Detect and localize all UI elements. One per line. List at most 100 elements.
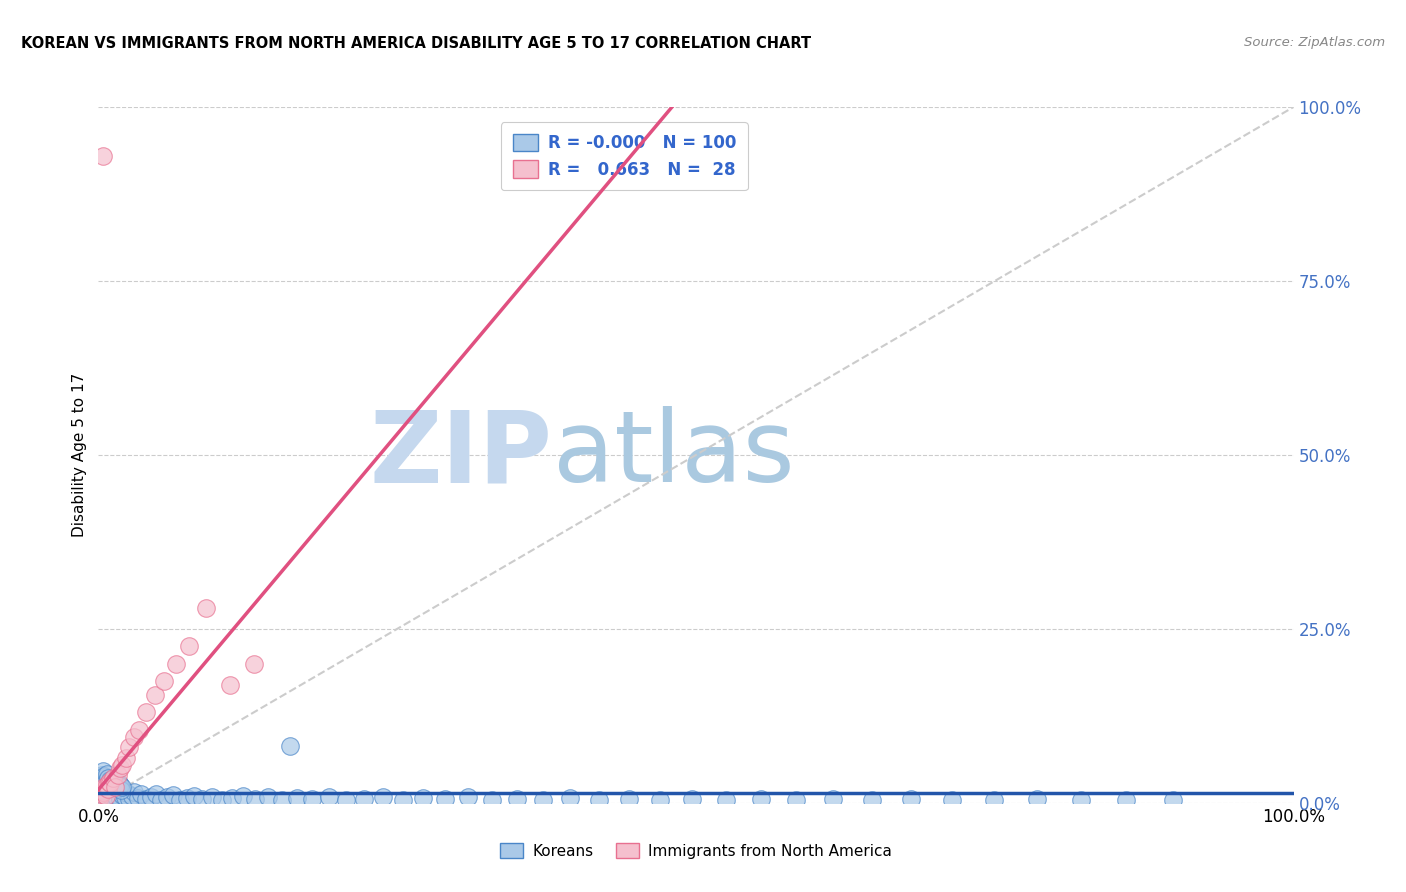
Point bbox=[94, 789, 117, 803]
Point bbox=[104, 775, 127, 789]
Point bbox=[201, 790, 224, 805]
Point bbox=[1070, 793, 1092, 807]
Point bbox=[648, 793, 672, 807]
Text: atlas: atlas bbox=[553, 407, 794, 503]
Point bbox=[179, 639, 201, 653]
Point bbox=[100, 791, 122, 805]
Point bbox=[97, 781, 120, 796]
Point bbox=[93, 780, 115, 795]
Point bbox=[162, 788, 184, 802]
Text: ZIP: ZIP bbox=[370, 407, 553, 503]
Point bbox=[108, 761, 131, 775]
Point bbox=[118, 740, 141, 755]
Point bbox=[105, 780, 128, 794]
Point bbox=[103, 778, 125, 793]
Point bbox=[1025, 792, 1047, 806]
Point bbox=[96, 778, 118, 792]
Point bbox=[98, 776, 121, 790]
Point bbox=[131, 788, 153, 802]
Point bbox=[941, 793, 963, 807]
Text: Source: ZipAtlas.com: Source: ZipAtlas.com bbox=[1244, 36, 1385, 49]
Point bbox=[219, 677, 242, 691]
Point bbox=[100, 777, 122, 791]
Point bbox=[221, 791, 243, 805]
Point bbox=[318, 790, 340, 805]
Point bbox=[91, 776, 114, 790]
Point bbox=[153, 674, 176, 689]
Point bbox=[560, 791, 582, 805]
Point bbox=[1115, 793, 1137, 807]
Point bbox=[91, 779, 114, 793]
Point bbox=[91, 789, 114, 803]
Point bbox=[124, 785, 146, 799]
Point bbox=[101, 772, 124, 786]
Point bbox=[104, 780, 127, 794]
Point bbox=[108, 791, 131, 805]
Point bbox=[124, 730, 146, 744]
Point bbox=[90, 780, 112, 795]
Point bbox=[481, 793, 503, 807]
Point bbox=[104, 780, 127, 795]
Point bbox=[335, 793, 357, 807]
Point bbox=[107, 768, 129, 782]
Point bbox=[97, 773, 120, 788]
Point bbox=[149, 793, 172, 807]
Point bbox=[111, 788, 134, 802]
Point bbox=[118, 792, 141, 806]
Point bbox=[301, 792, 323, 806]
Point bbox=[91, 149, 114, 163]
Point bbox=[110, 782, 132, 797]
Point bbox=[195, 601, 218, 615]
Point bbox=[105, 789, 128, 804]
Point bbox=[101, 774, 124, 789]
Legend: Koreans, Immigrants from North America: Koreans, Immigrants from North America bbox=[494, 837, 898, 864]
Point bbox=[93, 769, 115, 783]
Point bbox=[243, 792, 266, 806]
Point bbox=[97, 771, 120, 785]
Point bbox=[114, 790, 136, 805]
Point bbox=[191, 792, 214, 806]
Point bbox=[111, 757, 134, 772]
Point bbox=[89, 783, 111, 797]
Point bbox=[371, 789, 394, 804]
Point bbox=[115, 786, 138, 800]
Point bbox=[121, 789, 143, 803]
Point bbox=[91, 768, 114, 782]
Point bbox=[1161, 793, 1184, 807]
Point bbox=[353, 791, 375, 805]
Point bbox=[127, 791, 149, 805]
Point bbox=[143, 688, 166, 702]
Point bbox=[91, 785, 114, 799]
Point bbox=[588, 793, 610, 807]
Point bbox=[98, 788, 122, 802]
Point bbox=[110, 781, 132, 796]
Point bbox=[211, 793, 233, 807]
Point bbox=[176, 791, 198, 805]
Point bbox=[115, 750, 138, 764]
Point bbox=[681, 791, 703, 805]
Point bbox=[617, 792, 640, 806]
Point bbox=[257, 790, 280, 805]
Point bbox=[90, 772, 112, 786]
Point bbox=[111, 780, 134, 794]
Point bbox=[531, 793, 554, 807]
Point bbox=[89, 790, 111, 805]
Point bbox=[90, 788, 112, 802]
Point bbox=[91, 764, 114, 779]
Point bbox=[107, 777, 129, 791]
Point bbox=[785, 793, 807, 807]
Point bbox=[169, 793, 191, 807]
Point bbox=[91, 786, 114, 800]
Point bbox=[96, 781, 118, 796]
Point bbox=[96, 766, 118, 780]
Point bbox=[278, 739, 301, 753]
Point bbox=[93, 785, 115, 799]
Point bbox=[101, 782, 124, 797]
Point bbox=[107, 775, 129, 789]
Point bbox=[434, 792, 457, 806]
Text: KOREAN VS IMMIGRANTS FROM NORTH AMERICA DISABILITY AGE 5 TO 17 CORRELATION CHART: KOREAN VS IMMIGRANTS FROM NORTH AMERICA … bbox=[21, 36, 811, 51]
Point bbox=[232, 789, 254, 803]
Point bbox=[135, 706, 157, 720]
Point bbox=[860, 793, 883, 807]
Point bbox=[96, 778, 118, 793]
